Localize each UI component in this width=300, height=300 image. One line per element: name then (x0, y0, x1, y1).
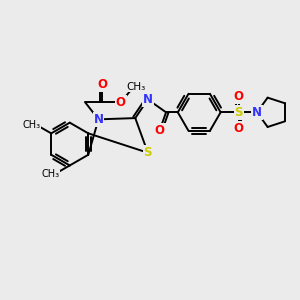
Text: N: N (252, 106, 262, 119)
Text: O: O (234, 122, 244, 135)
Text: O: O (154, 124, 165, 137)
Text: CH₃: CH₃ (23, 120, 41, 130)
Text: S: S (144, 146, 152, 159)
Text: S: S (235, 106, 243, 119)
Text: O: O (98, 78, 107, 91)
Text: O: O (116, 96, 126, 109)
Text: CH₃: CH₃ (41, 169, 59, 179)
Text: CH₃: CH₃ (126, 82, 146, 92)
Text: O: O (234, 90, 244, 103)
Text: N: N (143, 93, 153, 106)
Text: N: N (94, 113, 103, 126)
